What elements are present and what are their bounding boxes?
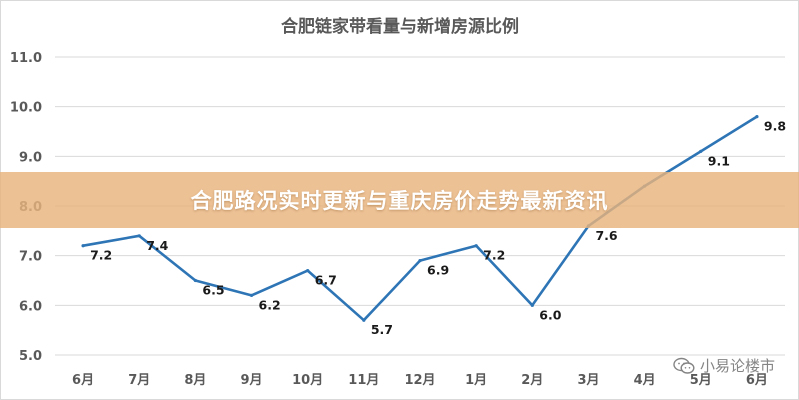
data-point: [193, 278, 197, 283]
data-point: [699, 149, 703, 153]
data-labels: 7.2 7.4 6.5 6.2 6.7 5.7 6.9 7.2 6.0 7.6 9.1 9.8: [90, 119, 786, 338]
data-label: 9.8: [764, 119, 786, 134]
data-label: 9.1: [708, 153, 730, 168]
watermark-text: 小易论楼市: [699, 357, 775, 375]
y-tick-label: 6.0: [19, 299, 42, 314]
data-point: [755, 115, 759, 119]
data-label: 6.2: [259, 297, 281, 312]
data-label: 7.6: [595, 228, 617, 243]
data-point: [306, 268, 310, 273]
x-tick-label: 10月: [292, 373, 323, 388]
y-tick-label: 7.0: [19, 250, 42, 265]
x-tick-label: 6月: [72, 373, 94, 388]
data-label: 6.5: [202, 283, 224, 298]
data-label: 6.9: [427, 263, 449, 278]
x-tick-label: 8月: [184, 373, 206, 388]
y-tick-label: 9.0: [19, 150, 42, 165]
data-point: [137, 234, 141, 238]
watermark: 小易论楼市: [673, 355, 775, 376]
y-tick-label: 10.0: [10, 101, 42, 116]
data-label: 6.7: [315, 273, 337, 288]
x-tick-label: 11月: [348, 373, 379, 388]
data-label: 7.2: [483, 248, 505, 263]
wechat-icon: [673, 357, 695, 374]
x-tick-label: 2月: [521, 373, 543, 388]
data-point: [249, 293, 254, 297]
data-point: [530, 303, 534, 307]
headline-banner[interactable]: 合肥路况实时更新与重庆房价走势最新资讯: [0, 172, 799, 228]
data-point: [418, 259, 422, 263]
chart-title: 合肥链家带看量与新增房源比例: [281, 16, 519, 37]
y-tick-label: 11.0: [10, 51, 42, 66]
y-tick-label: 5.0: [19, 349, 42, 364]
x-axis-ticks: 6月 7月 8月 9月 10月 11月 12月 1月 2月 3月 4月 5月 6月: [72, 373, 768, 388]
x-tick-label: 5月: [690, 373, 712, 388]
data-point: [81, 244, 85, 248]
x-tick-label: 4月: [634, 373, 656, 388]
data-point: [474, 244, 478, 248]
x-tick-label: 3月: [577, 373, 599, 388]
x-tick-label: 9月: [241, 373, 263, 388]
x-tick-label: 6月: [746, 373, 768, 388]
data-point: [362, 318, 366, 322]
x-tick-label: 1月: [465, 373, 487, 388]
x-tick-label: 7月: [128, 373, 150, 388]
x-tick-label: 12月: [404, 373, 435, 388]
data-label: 7.4: [146, 238, 168, 253]
data-label: 7.2: [90, 248, 112, 263]
y-axis-ticks: 5.06.07.08.09.010.011.0: [10, 51, 42, 364]
data-label: 5.7: [371, 322, 393, 337]
headline-text[interactable]: 合肥路况实时更新与重庆房价走势最新资讯: [190, 189, 609, 213]
data-label: 6.0: [539, 307, 561, 322]
